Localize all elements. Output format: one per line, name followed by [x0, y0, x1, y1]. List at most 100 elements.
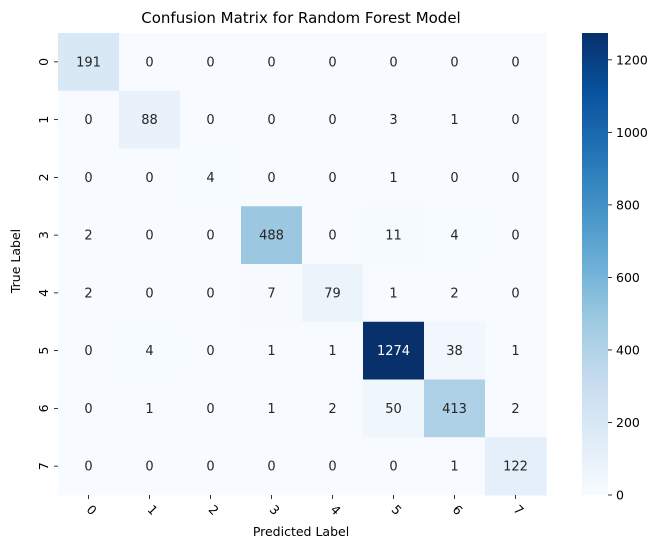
heatmap-cell	[485, 148, 547, 207]
heatmap-cell	[58, 264, 120, 323]
chart-title: Confusion Matrix for Random Forest Model	[141, 9, 460, 27]
cell-value-label: 0	[511, 286, 519, 301]
heatmap-cell	[485, 264, 547, 323]
heatmap-cell	[302, 321, 364, 380]
heatmap-cell	[302, 148, 364, 207]
heatmap-cell	[302, 264, 364, 323]
x-tick-label: 4	[328, 502, 344, 518]
colorbar-tick-label: 0	[616, 488, 624, 503]
cell-value-label: 0	[206, 460, 214, 475]
cell-value-label: 0	[511, 55, 519, 70]
y-axis-ticks: 0 1 2 3 4 5 6 7	[36, 58, 58, 470]
y-tick-label: 0	[36, 58, 51, 66]
heatmap-cell	[241, 264, 303, 323]
heatmap-cell	[180, 379, 242, 438]
cell-value-label: 0	[511, 113, 519, 128]
heatmap-cell	[180, 90, 242, 149]
heatmap-cell	[424, 437, 486, 496]
cell-value-label: 0	[145, 286, 153, 301]
cell-value-label: 2	[328, 402, 336, 417]
cell-value-label: 0	[389, 55, 397, 70]
y-tick-label: 7	[36, 462, 51, 470]
cell-value-label: 2	[450, 286, 458, 301]
cell-value-label: 4	[206, 171, 214, 186]
y-tick-label: 3	[36, 231, 51, 239]
x-tick-label: 2	[206, 502, 222, 518]
cell-value-label: 4	[145, 344, 153, 359]
y-tick-label: 5	[36, 347, 51, 355]
heatmap-cell	[119, 321, 181, 380]
cell-value-label: 0	[84, 402, 92, 417]
heatmap-cell	[302, 379, 364, 438]
heatmap-cell	[58, 321, 120, 380]
cell-value-label: 1	[450, 460, 458, 475]
colorbar-ticks: 0 200 400 600 800 1000 1200	[608, 52, 648, 503]
heatmap-cell	[363, 321, 425, 380]
heatmap-cell	[241, 148, 303, 207]
cell-value-label: 1	[267, 402, 275, 417]
cell-value-label: 0	[145, 229, 153, 244]
cell-value-label: 413	[442, 402, 467, 417]
y-tick-label: 4	[36, 289, 51, 297]
colorbar-tick-label: 1200	[616, 52, 648, 67]
cell-value-label: 0	[328, 229, 336, 244]
heatmap-cell	[485, 90, 547, 149]
heatmap-cell	[58, 437, 120, 496]
heatmap-cell	[424, 206, 486, 265]
heatmap-cell	[241, 33, 303, 92]
cell-value-label: 0	[328, 460, 336, 475]
heatmap-cell	[363, 437, 425, 496]
cell-value-label: 50	[385, 402, 402, 417]
heatmap-cell	[241, 206, 303, 265]
heatmap-cell	[119, 148, 181, 207]
cell-value-label: 0	[84, 344, 92, 359]
heatmap-cell	[302, 206, 364, 265]
cell-value-label: 88	[141, 113, 158, 128]
cell-value-label: 0	[84, 113, 92, 128]
heatmap-cell	[485, 379, 547, 438]
cell-value-label: 2	[84, 229, 92, 244]
x-tick-label: 0	[84, 502, 100, 518]
colorbar-tick-label: 600	[616, 270, 640, 285]
y-tick-label: 1	[36, 116, 51, 124]
cell-value-label: 11	[385, 229, 402, 244]
cell-value-label: 1274	[377, 344, 410, 359]
cell-value-label: 0	[145, 55, 153, 70]
heatmap-cell	[424, 321, 486, 380]
heatmap-cell	[241, 90, 303, 149]
x-tick-label: 5	[389, 502, 405, 518]
heatmap-cell	[58, 148, 120, 207]
heatmap-cell	[180, 321, 242, 380]
cell-value-label: 1	[267, 344, 275, 359]
x-tick-label: 1	[145, 502, 161, 518]
cell-value-label: 0	[206, 229, 214, 244]
heatmap-cell	[424, 148, 486, 207]
heatmap-cell	[119, 206, 181, 265]
heatmap-cell	[119, 437, 181, 496]
heatmap-cell	[302, 437, 364, 496]
heatmap-cell	[363, 90, 425, 149]
heatmap-cell	[119, 33, 181, 92]
colorbar-tick-label: 1000	[616, 125, 648, 140]
cell-value-label: 2	[84, 286, 92, 301]
cell-value-label: 0	[267, 171, 275, 186]
heatmap-cells	[58, 33, 547, 496]
cell-value-label: 0	[206, 344, 214, 359]
cell-value-label: 2	[511, 402, 519, 417]
cell-value-label: 1	[511, 344, 519, 359]
cell-value-label: 0	[145, 460, 153, 475]
cell-value-label: 4	[450, 229, 458, 244]
heatmap-cell	[119, 264, 181, 323]
x-tick-label: 6	[450, 502, 466, 518]
heatmap-cell	[180, 206, 242, 265]
y-tick-label: 6	[36, 404, 51, 412]
cell-value-label: 0	[511, 171, 519, 186]
cell-value-label: 0	[206, 113, 214, 128]
cell-value-label: 1	[389, 171, 397, 186]
cell-value-label: 0	[389, 460, 397, 475]
heatmap-cell	[119, 90, 181, 149]
cell-value-label: 79	[324, 286, 341, 301]
cell-value-label: 1	[389, 286, 397, 301]
cell-value-label: 0	[206, 55, 214, 70]
